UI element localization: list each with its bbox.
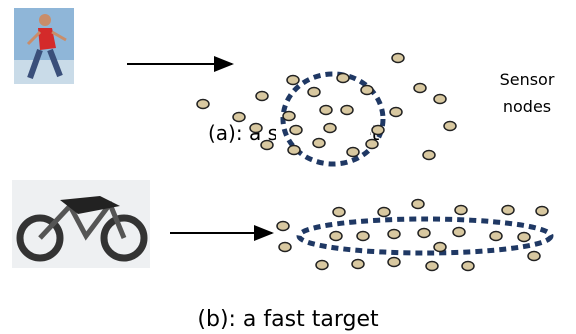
sensor-node: [261, 141, 273, 150]
sensor-node: [455, 206, 467, 215]
person-icon: [14, 8, 74, 84]
sensor-node: [256, 92, 268, 101]
sensor-node: [388, 230, 400, 239]
sensor-node: [366, 140, 378, 149]
sensor-node: [330, 232, 342, 241]
sensor-node: [392, 54, 404, 63]
sensor-node: [347, 148, 359, 157]
sensor-node: [250, 124, 262, 133]
sensor-node: [434, 243, 446, 252]
sensor-node: [378, 208, 390, 217]
sensor-node: [426, 262, 438, 271]
sensor-node: [277, 222, 289, 231]
sensor-node: [290, 126, 302, 135]
sensor-nodes: [197, 54, 548, 271]
sensor-node: [288, 146, 300, 155]
sensor-node: [536, 207, 548, 216]
sensor-node: [287, 76, 299, 85]
sensor-node: [518, 233, 530, 242]
sensor-node: [361, 86, 373, 95]
sensor-node: [490, 232, 502, 241]
sensor-node: [316, 261, 328, 270]
sensor-node: [233, 113, 245, 122]
sensor-node: [528, 252, 540, 261]
sensor-label: Sensor: [500, 70, 555, 89]
diagram: (a): a slow target (b): a fast target Se…: [0, 0, 576, 334]
sensor-node: [414, 84, 426, 93]
sensor-node: [412, 200, 424, 209]
sensor-node: [352, 260, 364, 269]
sensor-node: [444, 122, 456, 131]
sensor-node: [388, 258, 400, 267]
sensor-node: [333, 208, 345, 217]
sensor-node: [453, 228, 465, 237]
sensor-node: [320, 106, 332, 115]
sensor-node: [313, 139, 325, 148]
sensor-node: [308, 88, 320, 97]
sensor-node: [372, 126, 384, 135]
sensor-node: [423, 151, 435, 160]
sensor-node: [341, 106, 353, 115]
sensor-node: [390, 108, 402, 117]
sensor-node: [197, 100, 209, 109]
sensor-node: [434, 95, 446, 104]
caption: (b): a fast target: [197, 307, 379, 332]
sensor-node: [324, 124, 336, 133]
sensor-node: [418, 229, 430, 238]
sensor-node: [462, 262, 474, 271]
motorcycle-icon: [12, 180, 150, 268]
page: (a): a slow target (b): a fast target Se…: [0, 0, 576, 334]
sensor-node: [502, 206, 514, 215]
sensor-node: [283, 112, 295, 121]
sensor-label: nodes: [503, 97, 551, 116]
sensor-node: [279, 243, 291, 252]
sensor-node: [357, 232, 369, 241]
sensor-node: [337, 74, 349, 83]
